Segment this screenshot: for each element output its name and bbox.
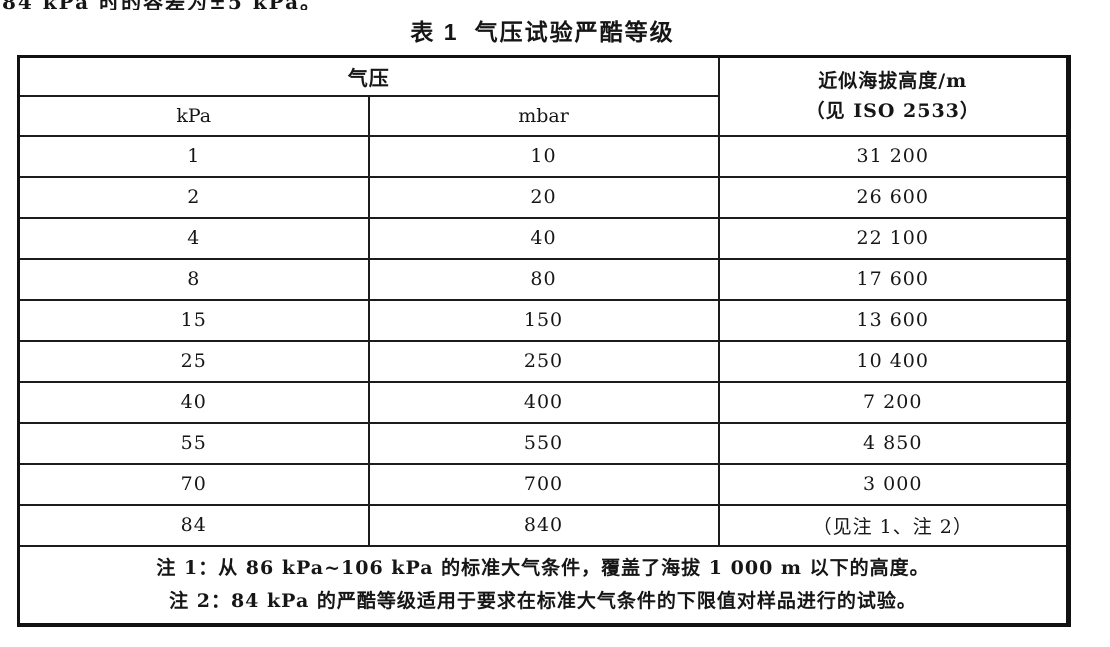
cell-altitude: 17 600 xyxy=(717,257,1070,301)
header-mbar: mbar xyxy=(367,94,720,137)
cell-mbar: 20 xyxy=(367,175,720,219)
table-body: 1 10 31 200 2 20 26 600 4 40 22 100 8 80… xyxy=(17,134,1070,547)
cell-kpa: 4 xyxy=(17,216,370,260)
cell-mbar: 250 xyxy=(367,339,720,383)
table-footer: 注 1：从 86 kPa~106 kPa 的标准大气条件，覆盖了海拔 1 000… xyxy=(17,544,1070,626)
cell-kpa: 1 xyxy=(17,134,370,178)
table-row: 84 840 （见注 1、注 2） xyxy=(17,503,1070,547)
table-row: 15 150 13 600 xyxy=(17,298,1070,342)
table-header: 气压 近似海拔高度/m （见 ISO 2533） kPa mbar xyxy=(17,55,1070,137)
cell-kpa: 40 xyxy=(17,380,370,424)
cell-mbar: 40 xyxy=(367,216,720,260)
cell-kpa: 15 xyxy=(17,298,370,342)
cell-kpa: 55 xyxy=(17,421,370,465)
cell-kpa: 25 xyxy=(17,339,370,383)
cell-kpa: 70 xyxy=(17,462,370,506)
table-row: 70 700 3 000 xyxy=(17,462,1070,506)
table-title: 表 1 气压试验严酷等级 xyxy=(17,13,1068,47)
table-row: 1 10 31 200 xyxy=(17,134,1070,178)
note-line-1: 注 1：从 86 kPa~106 kPa 的标准大气条件，覆盖了海拔 1 000… xyxy=(156,556,930,579)
table-row: 2 20 26 600 xyxy=(17,175,1070,219)
cell-mbar: 80 xyxy=(367,257,720,301)
clipped-text-line: 84 kPa 时的容差为±5 kPa。 xyxy=(2,0,422,10)
cell-mbar: 700 xyxy=(367,462,720,506)
table-row: 55 550 4 850 xyxy=(17,421,1070,465)
header-altitude-line2: （见 ISO 2533） xyxy=(805,100,980,123)
header-kpa: kPa xyxy=(17,94,370,137)
cell-altitude: 31 200 xyxy=(717,134,1070,178)
cell-mbar: 400 xyxy=(367,380,720,424)
table-row: 25 250 10 400 xyxy=(17,339,1070,383)
cell-mbar: 550 xyxy=(367,421,720,465)
cell-kpa: 84 xyxy=(17,503,370,547)
header-pressure-group: 气压 xyxy=(17,55,720,97)
cell-altitude: 4 850 xyxy=(717,421,1070,465)
cell-kpa: 2 xyxy=(17,175,370,219)
header-altitude-line1: 近似海拔高度/m xyxy=(818,70,968,93)
cell-mbar: 10 xyxy=(367,134,720,178)
table-row: 8 80 17 600 xyxy=(17,257,1070,301)
table-row: 40 400 7 200 xyxy=(17,380,1070,424)
cell-altitude: （见注 1、注 2） xyxy=(717,503,1070,547)
table-title-number: 表 1 xyxy=(410,19,459,45)
cell-altitude: 13 600 xyxy=(717,298,1070,342)
clipped-text: 84 kPa 时的容差为±5 kPa。 xyxy=(2,0,422,10)
cell-kpa: 8 xyxy=(17,257,370,301)
cell-altitude: 22 100 xyxy=(717,216,1070,260)
pressure-severity-table: 气压 近似海拔高度/m （见 ISO 2533） kPa mbar 1 10 3… xyxy=(17,55,1071,627)
cell-altitude: 3 000 xyxy=(717,462,1070,506)
table-row: 4 40 22 100 xyxy=(17,216,1070,260)
cell-mbar: 150 xyxy=(367,298,720,342)
cell-altitude: 10 400 xyxy=(717,339,1070,383)
header-altitude: 近似海拔高度/m （见 ISO 2533） xyxy=(717,55,1070,137)
table-title-text: 气压试验严酷等级 xyxy=(474,19,675,45)
cell-altitude: 26 600 xyxy=(717,175,1070,219)
cell-altitude: 7 200 xyxy=(717,380,1070,424)
notes-cell: 注 1：从 86 kPa~106 kPa 的标准大气条件，覆盖了海拔 1 000… xyxy=(17,544,1070,626)
note-line-2: 注 2：84 kPa 的严酷等级适用于要求在标准大气条件的下限值对样品进行的试验… xyxy=(169,589,917,612)
cell-mbar: 840 xyxy=(367,503,720,547)
